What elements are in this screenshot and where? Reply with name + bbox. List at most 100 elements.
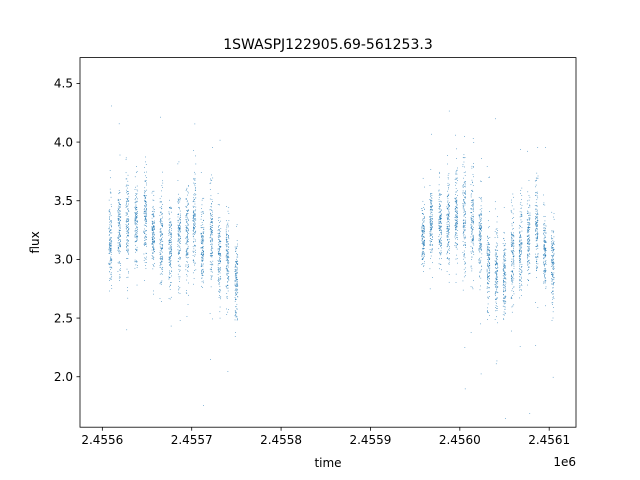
data-point [527,241,529,243]
data-point [544,251,546,253]
data-point [430,203,432,205]
data-point [235,261,237,263]
data-point [193,199,194,201]
data-point [211,246,212,247]
data-point [496,274,497,276]
data-point [218,246,220,248]
data-point [145,268,147,269]
data-point [537,236,538,238]
data-point [535,302,536,303]
data-point [110,220,112,222]
data-point [431,218,433,219]
data-point [178,226,180,228]
data-point [472,205,473,207]
data-point [447,155,448,156]
data-point [170,264,172,265]
data-point [472,204,473,205]
data-point [211,276,212,278]
data-point [503,240,505,241]
data-point [153,190,155,192]
data-point [486,244,488,246]
data-point [535,230,536,231]
data-point [495,262,497,264]
data-point [463,276,465,278]
data-point [503,300,504,302]
data-point [236,282,238,284]
data-point [226,250,228,251]
data-point [495,261,497,262]
data-point [220,241,222,242]
data-point [145,230,147,232]
data-point [135,234,137,236]
data-point [134,217,136,218]
data-point [228,266,229,268]
data-point [550,250,552,251]
data-point [504,301,506,303]
data-point [448,205,450,207]
data-point [168,248,170,250]
data-point [495,286,497,288]
data-point [162,257,164,259]
data-point [128,230,129,232]
data-point [187,257,188,259]
data-point [487,266,489,268]
data-point [519,225,521,227]
data-point [479,275,480,277]
data-point [193,207,195,208]
data-point [226,233,227,235]
data-point [438,244,440,245]
data-point [471,220,473,221]
data-point [146,184,147,186]
data-point [471,239,473,241]
data-point [179,248,181,250]
data-point [446,214,448,215]
data-point [119,230,120,231]
data-point [432,249,433,251]
data-point [551,272,553,274]
data-point [439,216,441,218]
data-point [544,204,546,206]
data-point [447,231,449,232]
data-point [489,258,490,260]
data-point [511,244,512,245]
data-point [168,211,170,213]
data-point [235,274,237,276]
data-point [431,209,433,211]
data-point [463,206,465,207]
data-point [449,206,450,207]
data-point [456,235,458,236]
data-point [519,239,520,241]
data-point [463,229,465,231]
data-point [479,246,481,248]
data-point [226,252,228,254]
data-point [431,209,433,211]
data-point [134,222,136,224]
data-point [179,266,181,267]
data-point [134,206,136,208]
data-point [144,236,146,238]
data-point [127,208,129,210]
data-point [479,237,481,238]
data-point [200,247,202,249]
data-point [109,242,110,243]
data-point [462,205,464,207]
data-point [211,218,212,220]
data-point [160,239,161,241]
data-point [503,249,505,251]
data-point [226,234,228,235]
data-point [201,236,203,238]
data-point [486,268,488,270]
data-point [510,242,512,243]
data-point [504,267,506,269]
data-point [218,253,220,254]
data-point [551,272,552,274]
data-point [170,258,171,260]
data-point [421,226,423,228]
data-point [438,189,440,191]
data-point [192,236,194,238]
data-point [455,182,456,183]
data-point [456,232,458,234]
y-tick-label: 2.0 [54,370,73,384]
data-point [109,244,110,245]
data-point [551,238,552,240]
